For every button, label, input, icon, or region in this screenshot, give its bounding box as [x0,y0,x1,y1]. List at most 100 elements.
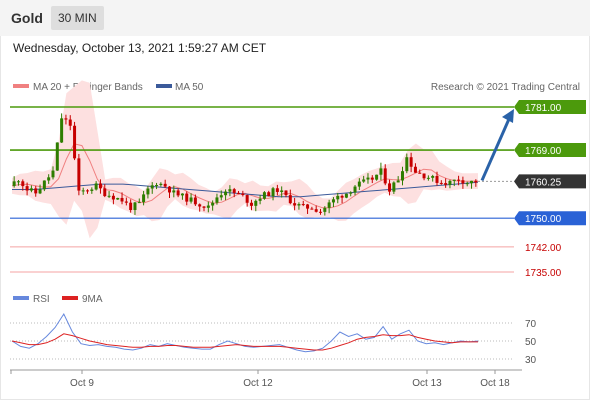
candles [12,113,478,216]
candle-body [12,181,16,186]
candle-body [249,202,253,206]
candle-body [241,193,245,196]
rsi-tick-label: 50 [525,337,537,348]
bollinger-band-area [12,80,478,239]
candle-body [336,195,340,200]
candle-body [16,181,20,183]
candle-body [413,166,417,173]
candle-body [116,197,120,200]
resistance-1-label-bg [514,100,586,114]
candle-body [224,191,228,196]
candle-body [344,193,348,198]
candle-body [159,183,163,186]
candle-body [167,186,171,193]
support-1-label-bg [514,211,586,226]
rsi-9ma-line [11,333,478,351]
candle-body [470,180,474,184]
candle-body [331,199,335,203]
candle-body [465,183,469,185]
candle-body [137,202,141,204]
candle-body [25,186,29,191]
candle-body [86,190,90,192]
last-price-label: 1760.25 [525,177,562,188]
candle-body [211,202,215,206]
candle-body [232,189,236,193]
forecast-arrow [480,109,514,182]
candle-body [245,195,249,203]
candle-body [21,181,25,187]
candle-body [228,189,232,192]
candle-body [94,183,98,190]
candle-body [189,197,193,202]
candle-body [349,192,353,194]
x-axis: Oct 9 Oct 12 Oct 13 Oct 18 [10,370,510,389]
candle-body [357,181,361,187]
x-tick-label: Oct 18 [480,378,510,389]
candle-body [202,206,206,208]
header-bar: Gold 30 MIN [0,0,590,36]
support-2-label: 1742.00 [525,243,562,254]
candle-body [396,180,400,183]
price-levels [10,106,514,273]
candle-body [163,183,167,187]
candle-body [418,172,422,174]
candle-body [353,186,357,193]
candle-body [340,195,344,198]
candle-body [219,195,223,198]
candle-body [120,197,124,202]
candle-body [362,179,366,182]
candle-body [366,177,370,180]
resistance-2-label: 1769.00 [525,146,562,157]
candle-body [98,183,102,189]
candle-body [29,188,33,191]
candle-body [237,192,241,194]
candle-body [297,204,301,206]
candle-body [47,177,51,181]
candle-body [306,204,310,209]
candle-body [323,207,327,212]
candle-body [426,177,430,179]
moving-averages [11,143,479,209]
candle-body [383,168,387,184]
credit-text: Research © 2021 Trading Central [431,82,580,93]
resistance-2-label-bg [514,143,586,158]
candle-body [388,183,392,192]
candle-body [155,185,159,187]
candle-body [431,175,435,178]
candle-body [180,193,184,196]
candle-body [452,179,456,181]
candle-body [405,157,409,172]
candle-body [55,142,59,171]
candle-body [124,201,128,203]
candle-body [422,173,426,179]
candle-body [327,202,331,208]
datetime-label: Wednesday, October 13, 2021 1:59:27 AM C… [13,41,267,55]
candle-body [448,180,452,185]
candle-body [301,204,305,206]
candle-body [375,174,379,180]
ma50-line [12,181,479,198]
x-tick-label: Oct 9 [70,378,94,389]
forecast-arrow-shaft [480,118,511,182]
candle-body [185,193,189,202]
timeframe-button[interactable]: 30 MIN [51,6,104,30]
candle-body [107,195,111,197]
candle-body [310,208,314,210]
candle-body [51,170,55,178]
candle-body [73,125,77,159]
candle-body [258,198,262,201]
rsi-tick-label: 70 [525,319,537,330]
candle-body [133,202,137,211]
forecast-arrow-head [502,109,514,123]
candle-body [193,197,197,205]
candle-body [319,211,323,213]
price-labels: 1781.00 1769.00 1760.25 1750.00 1742.00 1735.… [514,100,586,279]
legend-rsi-swatch [13,296,29,300]
candle-body [254,200,258,206]
candle-body [474,180,478,183]
candle-body [439,182,443,184]
candle-body [77,158,81,191]
last-price-label-bg [514,174,586,189]
support-3-label: 1735.00 [525,268,562,279]
